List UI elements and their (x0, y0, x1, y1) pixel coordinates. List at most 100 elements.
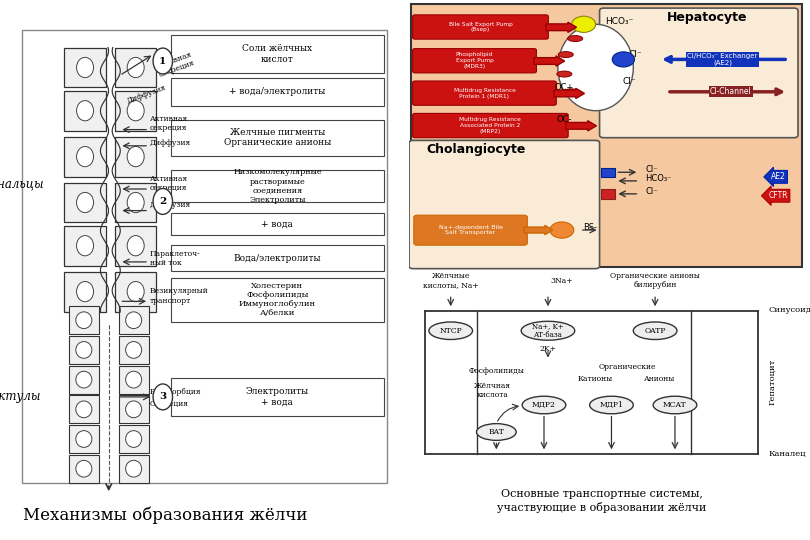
Ellipse shape (76, 372, 92, 388)
Ellipse shape (126, 401, 142, 418)
Text: Канальцы: Канальцы (0, 177, 44, 190)
Text: Параклеточ-
ный ток: Параклеточ- ный ток (150, 249, 201, 267)
Ellipse shape (564, 89, 579, 94)
Ellipse shape (590, 396, 633, 414)
Ellipse shape (127, 57, 144, 78)
Text: HCO₃⁻: HCO₃⁻ (646, 174, 671, 183)
FancyBboxPatch shape (172, 378, 384, 416)
Text: Диффузия: Диффузия (150, 201, 191, 209)
Circle shape (550, 222, 573, 238)
FancyBboxPatch shape (599, 8, 798, 138)
Ellipse shape (126, 372, 142, 388)
FancyBboxPatch shape (172, 213, 384, 235)
Text: NTCP: NTCP (439, 327, 462, 335)
FancyBboxPatch shape (115, 91, 156, 131)
FancyArrow shape (546, 22, 577, 32)
Ellipse shape (76, 431, 92, 447)
FancyBboxPatch shape (118, 366, 149, 394)
Text: OC+: OC+ (554, 84, 573, 92)
Ellipse shape (126, 431, 142, 447)
Ellipse shape (429, 322, 472, 340)
Ellipse shape (568, 36, 582, 42)
Text: Органические анионы
билирубин: Органические анионы билирубин (610, 272, 700, 289)
FancyBboxPatch shape (69, 455, 99, 483)
Text: Синусоид: Синусоид (768, 307, 810, 314)
Text: Multidrug Resistance
Protein 1 (MDR1): Multidrug Resistance Protein 1 (MDR1) (454, 87, 515, 98)
Text: BAT: BAT (488, 428, 505, 436)
FancyBboxPatch shape (172, 120, 384, 156)
FancyBboxPatch shape (172, 35, 384, 72)
Ellipse shape (76, 57, 93, 78)
Ellipse shape (127, 146, 144, 167)
Text: МДР2: МДР2 (532, 401, 556, 409)
FancyBboxPatch shape (172, 171, 384, 202)
Text: Катионы: Катионы (578, 375, 613, 383)
Text: Холестерин
Фосфолипиды
Иммуноглобулин
А/белки: Холестерин Фосфолипиды Иммуноглобулин А/… (239, 282, 316, 318)
Text: Секреция: Секреция (150, 400, 189, 408)
Ellipse shape (522, 396, 566, 414)
Ellipse shape (76, 192, 93, 213)
Circle shape (572, 16, 595, 32)
Text: AE2: AE2 (771, 172, 786, 181)
Text: Phospholipid
Export Pump
(MDR3): Phospholipid Export Pump (MDR3) (455, 52, 493, 69)
Ellipse shape (126, 341, 142, 359)
FancyBboxPatch shape (409, 140, 599, 268)
Text: Анионы: Анионы (643, 375, 675, 383)
Ellipse shape (126, 312, 142, 328)
Text: Активная
секреция: Активная секреция (150, 114, 188, 132)
Text: Желчные пигменты
Органические анионы: Желчные пигменты Органические анионы (224, 128, 331, 147)
Circle shape (153, 384, 173, 410)
FancyBboxPatch shape (118, 306, 149, 334)
Text: MCAT: MCAT (663, 401, 687, 409)
Circle shape (153, 188, 173, 214)
Text: 2: 2 (160, 197, 166, 206)
Text: 1: 1 (160, 57, 166, 65)
FancyBboxPatch shape (65, 48, 105, 87)
Text: Механизмы образования жёлчи: Механизмы образования жёлчи (23, 507, 307, 524)
FancyBboxPatch shape (412, 15, 548, 39)
Text: Cl⁻: Cl⁻ (646, 187, 658, 196)
Ellipse shape (558, 52, 573, 58)
FancyBboxPatch shape (65, 137, 105, 177)
FancyBboxPatch shape (69, 336, 99, 364)
Ellipse shape (127, 100, 144, 121)
Text: Na+-dependent Bile
Salt Transporter: Na+-dependent Bile Salt Transporter (439, 225, 502, 235)
Text: OC-: OC- (556, 114, 572, 124)
FancyBboxPatch shape (69, 306, 99, 334)
Text: Органические: Органические (599, 362, 656, 370)
Text: + вода/электролиты: + вода/электролиты (229, 87, 326, 96)
FancyArrow shape (534, 56, 565, 66)
Text: Hepatocyte: Hepatocyte (667, 11, 747, 24)
FancyBboxPatch shape (411, 4, 802, 267)
FancyBboxPatch shape (601, 189, 615, 199)
Ellipse shape (127, 192, 144, 213)
Ellipse shape (76, 401, 92, 418)
FancyBboxPatch shape (69, 395, 99, 423)
Text: OATP: OATP (645, 327, 666, 335)
Ellipse shape (127, 281, 144, 302)
FancyBboxPatch shape (412, 49, 536, 73)
Ellipse shape (76, 235, 93, 256)
Ellipse shape (633, 322, 677, 340)
Text: Активная
секреция: Активная секреция (150, 175, 188, 192)
Text: Жёлчные
кислоты, Na+: Жёлчные кислоты, Na+ (423, 272, 479, 289)
Text: CFTR: CFTR (769, 191, 788, 200)
Text: Каналец: Каналец (768, 450, 806, 457)
Text: Диффузия: Диффузия (126, 84, 167, 105)
Text: Cholangiocyte: Cholangiocyte (427, 143, 526, 157)
Ellipse shape (76, 312, 92, 328)
Text: Bile Salt Export Pump
(Bsep): Bile Salt Export Pump (Bsep) (449, 22, 513, 32)
FancyBboxPatch shape (23, 30, 387, 483)
FancyBboxPatch shape (65, 91, 105, 131)
Text: Cl/HCO₃⁻ Exchanger
(AE2): Cl/HCO₃⁻ Exchanger (AE2) (688, 52, 757, 66)
FancyBboxPatch shape (414, 215, 527, 245)
FancyBboxPatch shape (69, 366, 99, 394)
FancyBboxPatch shape (65, 183, 105, 222)
Text: Фосфолипиды: Фосфолипиды (468, 367, 524, 375)
FancyBboxPatch shape (115, 272, 156, 312)
Ellipse shape (76, 100, 93, 121)
FancyBboxPatch shape (118, 395, 149, 423)
FancyBboxPatch shape (118, 425, 149, 453)
FancyBboxPatch shape (115, 48, 156, 87)
Text: BS-: BS- (582, 223, 597, 232)
